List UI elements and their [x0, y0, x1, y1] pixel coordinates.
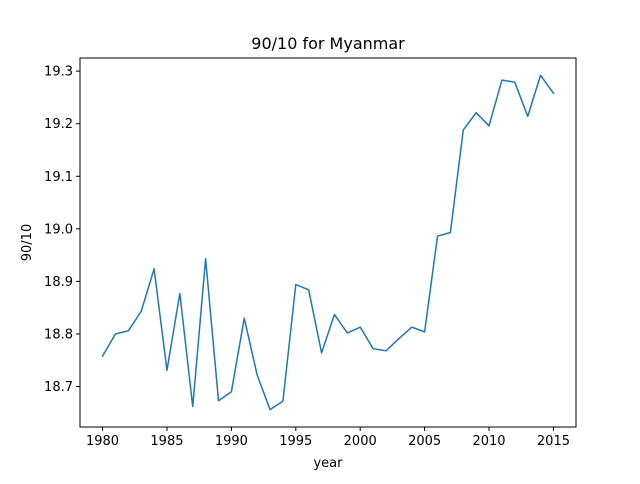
x-axis-label: year [313, 456, 343, 471]
x-tick-label: 2005 [408, 434, 441, 449]
x-tick-label: 1985 [150, 434, 183, 449]
y-axis-label: 90/10 [20, 224, 35, 261]
y-axis: 18.7 18.8 18.9 19.0 19.1 19.2 19.3 [44, 65, 80, 395]
x-tick-label: 2015 [537, 434, 570, 449]
x-axis: 1980 1985 1990 1995 2000 2005 2010 2015 [86, 427, 570, 449]
y-tick-label: 18.7 [44, 380, 73, 395]
y-tick-label: 19.1 [44, 170, 73, 185]
series-line [101, 74, 555, 411]
y-tick-label: 18.8 [44, 327, 73, 342]
y-tick-label: 18.9 [44, 275, 73, 290]
x-tick-label: 2000 [344, 434, 377, 449]
y-tick-label: 19.0 [44, 222, 73, 237]
plot-frame [79, 57, 577, 428]
x-tick-label: 1995 [279, 434, 312, 449]
x-tick-label: 1990 [215, 434, 248, 449]
plot-area [79, 57, 577, 428]
x-tick-label: 1980 [86, 434, 119, 449]
chart-title: 90/10 for Myanmar [251, 34, 405, 53]
y-tick-label: 19.2 [44, 117, 73, 132]
y-tick-label: 19.3 [44, 65, 73, 80]
x-tick-label: 2010 [472, 434, 505, 449]
